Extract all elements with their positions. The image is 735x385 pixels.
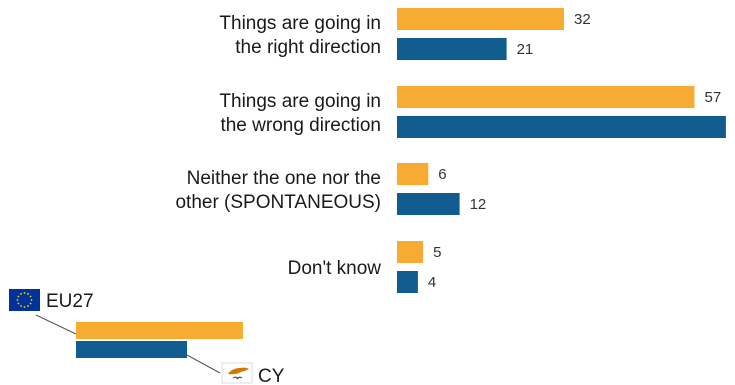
legend-cy-label: CY [258,366,285,385]
eu-star-icon [17,302,20,305]
category-label-1: Things are going in the wrong direction [219,91,381,136]
legend-eu27-connector [35,314,77,335]
legend-cy-connector [186,354,221,374]
category-labels: Things are going in the right direction Th… [175,13,381,279]
cyprus-flag-icon [221,362,253,384]
category-label-0: Things are going in the right direction [219,13,381,58]
bar-eu27-1 [397,86,695,108]
value-label-cy-2: 12 [470,196,487,213]
value-label-cy-3: 4 [428,274,436,291]
legend-cy-swatch [76,341,187,358]
eu-star-icon [23,306,26,308]
eu-star-icon [17,295,20,298]
eu-star-icon [27,305,29,307]
value-label-eu27-1: 57 [705,89,722,106]
value-label-eu27-3: 5 [433,244,441,261]
legend: EU27 CY [9,289,285,385]
bar-eu27-3 [397,241,424,263]
eu-star-icon [23,292,26,294]
category-label-2: Neither the one nor the other (SPONTANEOU… [175,168,381,213]
eu-flag-icon [9,289,40,311]
bar-eu27-0 [397,8,564,30]
bar-cy-0 [397,38,507,60]
eu-star-icon [20,293,22,295]
value-labels: 3221576361254 [428,11,722,291]
eu-star-icon [27,293,29,295]
legend-eu27-label: EU27 [46,291,94,312]
eu-star-icon [29,302,32,305]
value-label-eu27-0: 32 [574,11,591,28]
bars [397,8,726,293]
eu-star-icon [20,305,22,307]
eu-star-icon [30,299,33,301]
category-label-3: Don't know [288,258,382,279]
value-label-cy-0: 21 [517,41,534,58]
bar-eu27-2 [397,163,429,185]
eu-star-icon [29,295,32,298]
eu-star-icon [16,299,19,301]
bar-cy-1 [397,116,726,138]
value-label-eu27-2: 6 [438,166,446,183]
legend-eu27-swatch [76,322,243,339]
bar-cy-3 [397,271,418,293]
bar-cy-2 [397,193,460,215]
